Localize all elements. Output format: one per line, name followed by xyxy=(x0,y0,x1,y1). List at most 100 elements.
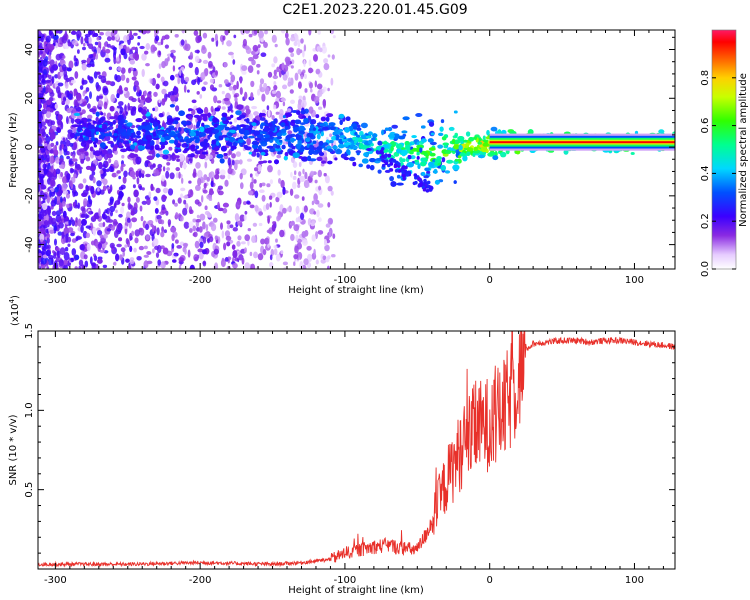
spectrogram-cell xyxy=(199,94,203,99)
spectrogram-cell xyxy=(297,139,303,146)
spectrogram-cell xyxy=(251,50,256,55)
spectrogram-cell xyxy=(38,51,41,56)
spectrogram-cell xyxy=(254,204,259,212)
spectrogram-cell xyxy=(137,42,141,46)
spectrogram-cell xyxy=(234,257,239,262)
spectrogram-cell xyxy=(72,158,78,162)
spectrogram-cell xyxy=(85,225,91,229)
spectrogram-cell xyxy=(270,126,275,132)
spectrogram-cell xyxy=(175,172,179,179)
spectrogram-cell xyxy=(190,144,196,150)
spectrogram-cell xyxy=(278,113,285,120)
spectrogram-cell xyxy=(271,115,275,120)
spectrogram-cell xyxy=(145,30,151,34)
spectrogram-cell xyxy=(263,137,271,142)
spectrogram-cell xyxy=(202,260,207,267)
spectrogram-cell xyxy=(42,246,47,251)
spectrogram-cell xyxy=(103,112,106,117)
spectrogram-cell xyxy=(251,141,260,145)
spectrogram-cell xyxy=(278,178,282,184)
spectrogram-cell xyxy=(321,45,328,54)
spectrogram-cell xyxy=(106,43,111,48)
spectrogram-cell xyxy=(243,135,248,140)
spectrogram-cell xyxy=(49,149,54,154)
spectrogram-cell xyxy=(66,151,70,156)
spectrogram-cell xyxy=(38,132,41,139)
spectrogram-cell xyxy=(61,101,65,105)
spectrogram-cell xyxy=(416,156,420,160)
spectrogram-cell xyxy=(232,59,236,65)
spectrogram-cell xyxy=(300,38,304,44)
spectrogram-cell xyxy=(82,101,87,106)
spectrogram-cell xyxy=(421,171,426,176)
spectrogram-cell xyxy=(128,264,132,269)
spectrogram-cell xyxy=(230,74,236,83)
spectrogram-cell xyxy=(125,258,130,263)
figure-title: C2E1.2023.220.01.45.G09 xyxy=(282,2,467,18)
spectrogram-cell xyxy=(46,244,51,250)
spectrogram-cell xyxy=(42,202,48,211)
spectrogram-cell xyxy=(177,76,181,85)
spectrogram-cell xyxy=(118,190,124,199)
spectrogram-cell xyxy=(78,265,81,269)
spectrogram-cell xyxy=(59,72,64,77)
spectrogram-cell xyxy=(62,55,66,59)
spectrogram-cell xyxy=(141,187,145,191)
spectrogram-cell xyxy=(202,249,207,255)
spectrogram-cell xyxy=(120,163,126,167)
spectrogram-cell xyxy=(223,154,229,160)
spectrogram-cell xyxy=(234,97,238,102)
spectrogram-cell xyxy=(162,120,165,129)
spectrogram-cell xyxy=(131,76,137,81)
spectrogram-cell xyxy=(117,119,124,126)
spectrogram-cell xyxy=(438,132,444,136)
spectrogram-cell xyxy=(78,148,85,153)
spectrogram-cell xyxy=(145,173,151,178)
spectrogram-cell xyxy=(298,95,303,100)
spectrogram-cell xyxy=(250,80,255,88)
spectrogram-cell xyxy=(145,130,151,136)
spectrogram-cell xyxy=(141,200,147,205)
spectrogram-cell xyxy=(240,168,247,176)
spectrogram-cell xyxy=(39,178,44,187)
spectrogram-cell xyxy=(302,168,305,175)
spectrogram-cell xyxy=(276,154,282,159)
spectrogram-cell xyxy=(290,233,295,242)
spectrogram-cell xyxy=(428,121,435,127)
spectrogram-cell xyxy=(82,90,86,97)
spectrogram-cell xyxy=(387,127,393,132)
spectrogram-cell xyxy=(258,211,263,216)
spectrogram-cell xyxy=(283,155,288,161)
spectrogram-cell xyxy=(209,70,213,75)
spectrogram-cell xyxy=(139,227,145,236)
spectrogram-cell xyxy=(66,116,69,125)
spectrogram-cell xyxy=(207,112,211,118)
spectrogram-cell xyxy=(47,207,51,215)
spectrogram-cell xyxy=(257,44,261,48)
spectrogram-cell xyxy=(292,181,297,190)
spectrogram-cell xyxy=(166,94,170,98)
spectrogram-cell xyxy=(84,151,89,156)
spectrogram-cell xyxy=(420,161,427,167)
spectrogram-cell xyxy=(298,161,302,168)
spectrogram-cell xyxy=(226,224,231,230)
spectrogram-cell xyxy=(40,190,44,195)
spectrogram-cell xyxy=(81,192,88,197)
spectrogram-cell xyxy=(80,206,86,212)
spectrogram-cell xyxy=(191,99,197,104)
spectrogram-cell xyxy=(215,168,219,176)
spectrogram-cell xyxy=(118,213,123,218)
spectrogram-cell xyxy=(104,57,111,63)
spectrogram-cell xyxy=(276,66,280,73)
spectrogram-cell xyxy=(41,131,47,138)
spectrogram-cell xyxy=(111,172,118,178)
spectrogram-cell xyxy=(267,71,273,78)
spectrogram-cell xyxy=(71,124,79,128)
spectrogram-cell xyxy=(152,163,156,168)
spectrogram-cell xyxy=(313,54,318,62)
spectrogram-cell xyxy=(226,141,233,146)
spectrogram-cell xyxy=(184,147,190,151)
spectrogram-cell xyxy=(356,124,361,128)
spectrogram-cell xyxy=(224,79,229,85)
spectrogram-cell xyxy=(65,193,71,199)
